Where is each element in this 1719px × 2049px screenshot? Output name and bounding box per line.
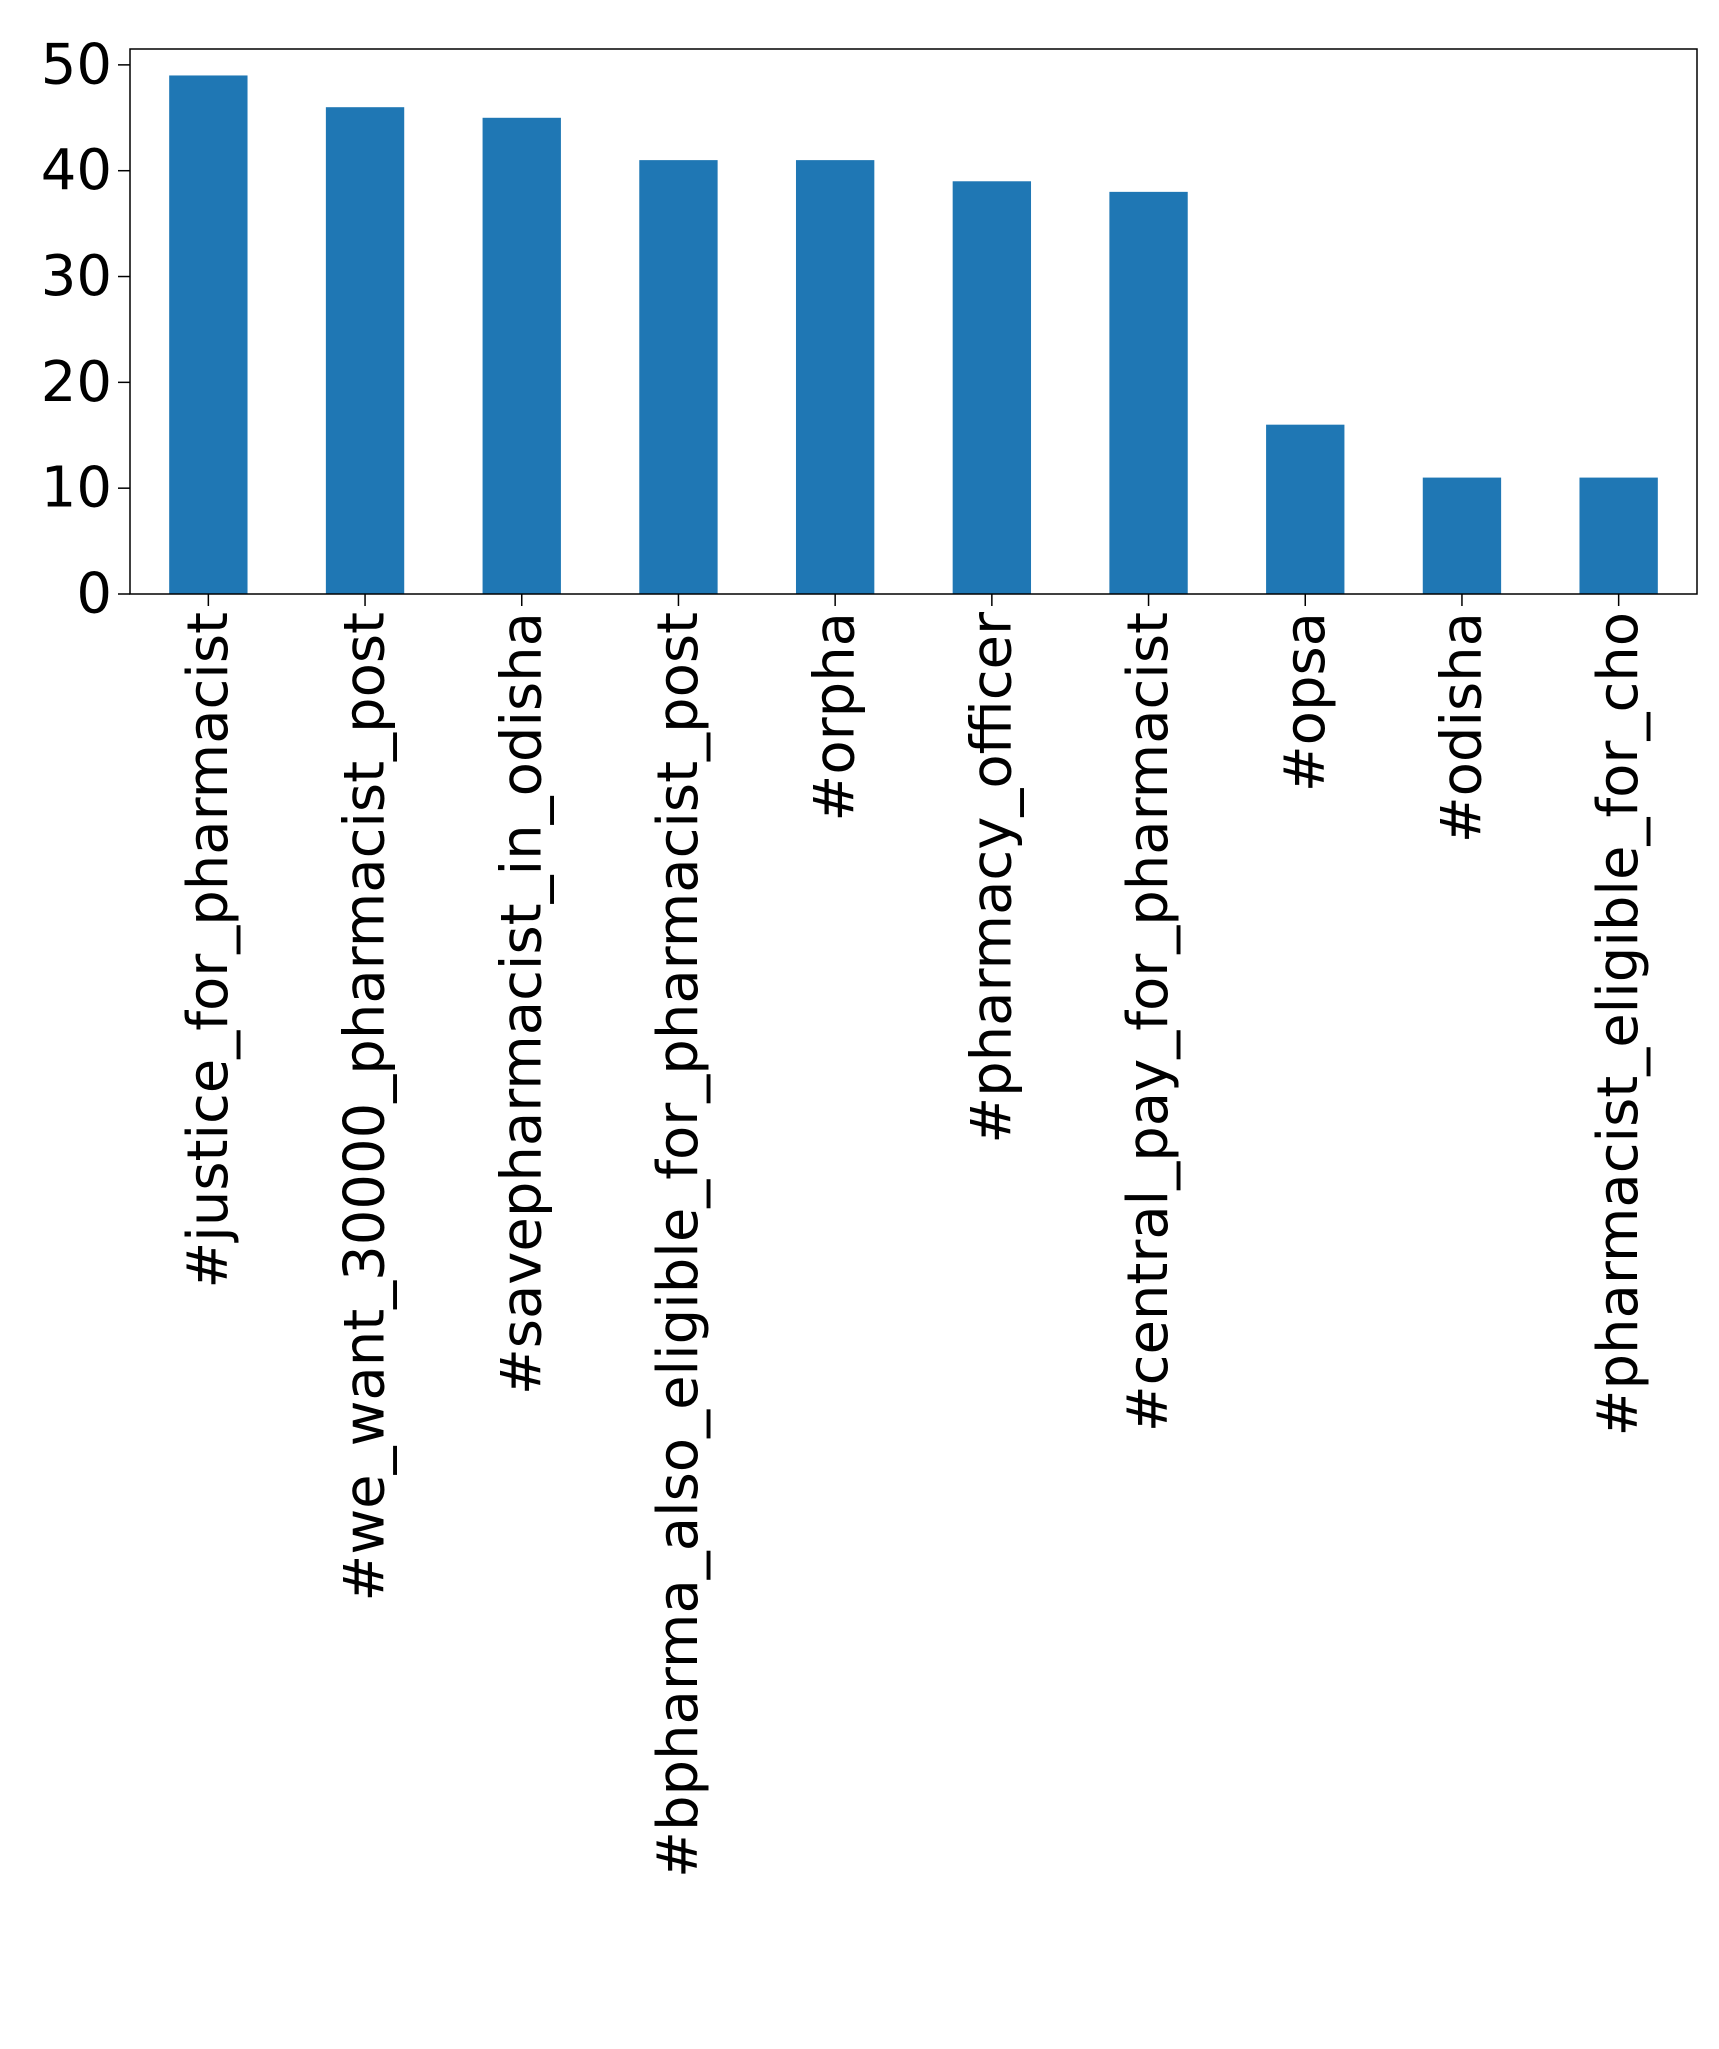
x-tick-label-4: #orpha xyxy=(803,612,868,822)
bar-7 xyxy=(1266,424,1345,594)
bar-1 xyxy=(325,107,405,594)
y-tick-label-3: 30 xyxy=(41,244,112,309)
x-tick-label-7: #opsa xyxy=(1273,612,1338,792)
x-tick-label-9: #pharmacist_eligible_for_cho xyxy=(1586,612,1651,1436)
x-axis: #justice_for_pharmacist #we_want_30000_ph… xyxy=(176,594,1651,1878)
x-tick-label-3: #bpharma_also_eligible_for_pharmacist_po… xyxy=(646,612,711,1878)
bar-0 xyxy=(169,75,248,594)
bar-9 xyxy=(1579,477,1658,594)
x-tick-label-6: #central_pay_for_pharmacist xyxy=(1116,612,1181,1432)
y-tick-label-0: 0 xyxy=(76,562,112,627)
y-tick-label-2: 20 xyxy=(41,350,112,415)
bar-4 xyxy=(795,160,875,594)
bar-3 xyxy=(639,160,718,594)
x-tick-label-0: #justice_for_pharmacist xyxy=(176,612,241,1289)
bar-2 xyxy=(482,117,561,594)
y-tick-label-4: 40 xyxy=(41,138,112,203)
x-tick-label-2: #savepharmacist_in_odisha xyxy=(489,612,554,1395)
bars-layer xyxy=(169,75,1658,595)
bar-5 xyxy=(952,181,1032,594)
bar-8 xyxy=(1422,477,1502,594)
bar-6 xyxy=(1109,191,1188,595)
y-axis: 0 10 20 30 40 50 xyxy=(41,32,130,627)
x-tick-label-1: #we_want_30000_pharmacist_post xyxy=(333,612,398,1602)
plot-area-frame xyxy=(129,48,1698,595)
x-tick-label-5: #pharmacy_officer xyxy=(959,611,1024,1144)
y-tick-label-5: 50 xyxy=(41,32,112,97)
x-tick-label-8: #odisha xyxy=(1429,612,1494,843)
y-tick-label-1: 10 xyxy=(41,456,112,521)
